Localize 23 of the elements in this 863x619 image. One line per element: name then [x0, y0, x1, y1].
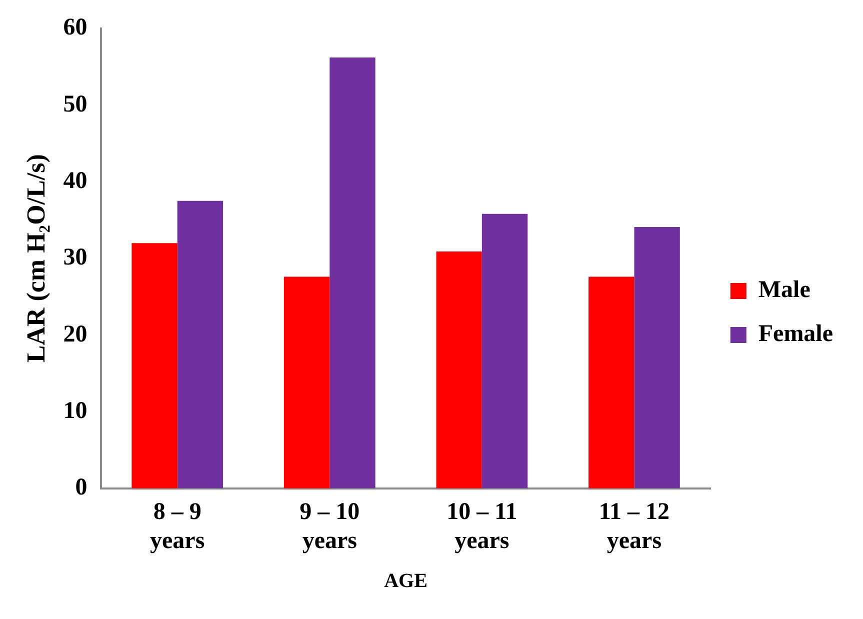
y-tick-label: 60 [63, 14, 88, 41]
y-axis-title: LAR (cm H₂O/L/s) [21, 154, 50, 363]
y-tick-label: 20 [63, 321, 88, 348]
bar [284, 276, 330, 488]
y-tick-label: 30 [63, 244, 88, 271]
bar [436, 252, 482, 488]
legend-label: Male [758, 277, 811, 304]
legend-label: Female [758, 321, 834, 348]
y-tick-label: 10 [63, 398, 88, 424]
x-tick-label: 10 – 11 years [446, 499, 518, 554]
bar [132, 243, 178, 488]
bar [634, 226, 680, 488]
bar [588, 276, 634, 488]
x-axis-title: AGE [384, 570, 428, 592]
y-tick-label: 50 [63, 91, 88, 118]
x-tick-label: 11 – 12 years [598, 499, 670, 554]
x-tick-label: 9 – 10 years [300, 499, 360, 554]
y-tick-label: 40 [63, 168, 88, 194]
bar [177, 200, 224, 488]
bar [330, 58, 376, 488]
bar [482, 214, 528, 488]
y-tick-label: 0 [75, 474, 88, 501]
x-tick-label: 8 – 9 years [150, 499, 205, 554]
